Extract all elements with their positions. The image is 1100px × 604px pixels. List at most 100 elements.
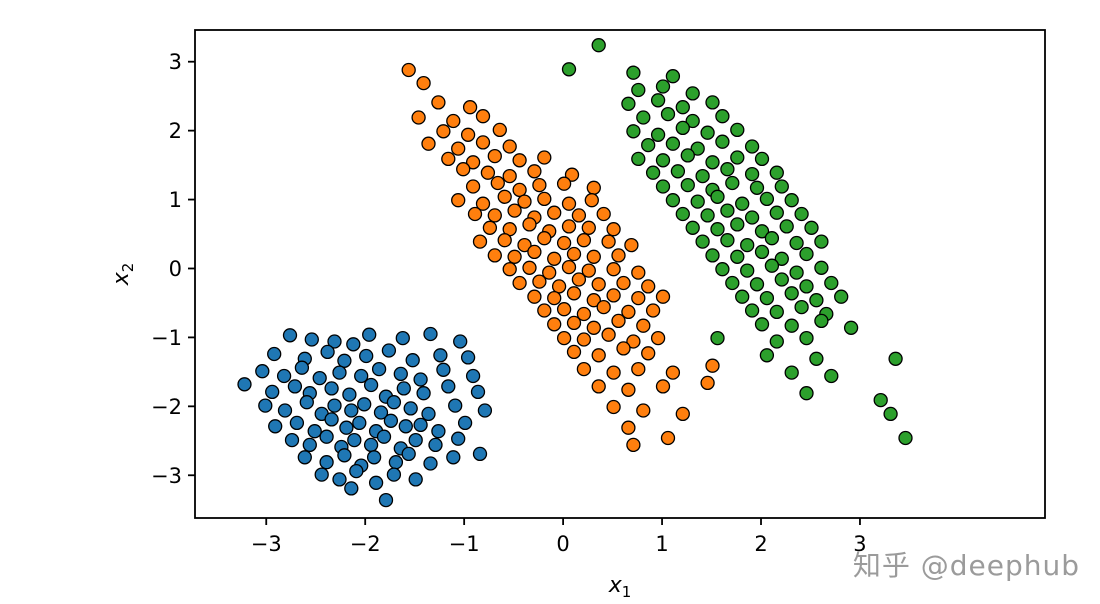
scatter-point-cluster-green [710, 330, 725, 346]
scatter-point-cluster-green [685, 113, 700, 129]
scatter-point-cluster-green [794, 299, 809, 315]
scatter-point-cluster-orange [606, 365, 621, 380]
scatter-point-cluster-green [695, 234, 710, 249]
scatter-point-cluster-green [834, 289, 849, 304]
scatter-point-cluster-green [675, 100, 690, 115]
scatter-point-cluster-orange [421, 136, 436, 151]
y-tick-label: 1 [169, 188, 182, 212]
scatter-point-cluster-blue [282, 328, 298, 343]
watermark: 知乎 @deephub [852, 549, 1080, 582]
scatter-point-cluster-orange [512, 182, 527, 198]
scatter-point-cluster-green [774, 251, 789, 266]
scatter-point-cluster-orange [507, 249, 522, 264]
scatter-point-cluster-green [769, 165, 784, 180]
scatter-point-cluster-blue [347, 432, 362, 448]
scatter-point-cluster-blue [357, 397, 372, 412]
scatter-point-cluster-orange [611, 248, 626, 263]
scatter-point-cluster-blue [352, 415, 367, 431]
scatter-point-cluster-green [690, 194, 705, 209]
scatter-point-cluster-green [665, 136, 681, 151]
scatter-point-cluster-blue [373, 405, 389, 420]
scatter-point-cluster-green [794, 206, 809, 222]
scatter-point-cluster-orange [571, 272, 587, 287]
scatter-point-cluster-green [744, 303, 760, 318]
scatter-point-cluster-orange [527, 164, 542, 179]
scatter-point-cluster-blue [363, 377, 379, 393]
scatter-point-cluster-green [735, 196, 750, 211]
scatter-point-cluster-orange [576, 361, 592, 377]
plot-border [194, 29, 1046, 519]
x-tick-label: 2 [754, 532, 767, 556]
scatter-point-cluster-green [759, 191, 775, 207]
scatter-point-cluster-orange [475, 196, 491, 211]
scatter-point-cluster-orange [576, 332, 592, 347]
scatter-point-cluster-green [695, 168, 710, 184]
scatter-point-cluster-orange [636, 403, 651, 418]
scatter-point-cluster-green [670, 164, 686, 179]
scatter-point-cluster-green [883, 406, 898, 422]
scatter-point-cluster-orange [547, 317, 562, 332]
scatter-point-cluster-orange [537, 231, 552, 246]
scatter-point-cluster-orange [537, 191, 552, 207]
scatter-point-cluster-orange [475, 109, 491, 124]
scatter-point-cluster-green [710, 222, 725, 237]
scatter-point-cluster-green [814, 260, 829, 275]
scatter-point-cluster-blue [346, 337, 361, 352]
scatter-point-cluster-orange [596, 206, 611, 222]
scatter-point-cluster-green [715, 262, 730, 277]
scatter-point-cluster-green [725, 175, 740, 191]
scatter-point-cluster-blue [324, 381, 339, 396]
scatter-point-cluster-green [655, 79, 671, 94]
y-tick-label: −3 [151, 464, 182, 488]
scatter-point-cluster-orange [616, 275, 631, 291]
scatter-point-cluster-green [730, 249, 745, 264]
scatter-point-cluster-green [754, 224, 770, 239]
scatter-point-cluster-orange [566, 344, 582, 360]
scatter-point-cluster-blue [299, 395, 314, 410]
scatter-point-cluster-green [764, 231, 780, 246]
scatter-point-cluster-orange [655, 289, 671, 304]
scatter-point-cluster-orange [411, 110, 426, 125]
scatter-point-cluster-green [705, 95, 720, 110]
scatter-point-cluster-green [784, 193, 799, 208]
scatter-point-cluster-orange [472, 234, 488, 249]
scatter-point-cluster-blue [302, 437, 317, 453]
scatter-point-cluster-blue [436, 362, 451, 377]
scatter-point-cluster-green [814, 234, 829, 249]
scatter-point-cluster-blue [376, 429, 392, 444]
scatter-point-cluster-green [774, 179, 789, 194]
scatter-point-cluster-orange [507, 203, 522, 218]
scatter-point-cluster-green [744, 210, 760, 225]
scatter-point-cluster-blue [237, 377, 252, 392]
y-tick-label: 3 [169, 50, 182, 74]
scatter-point-cluster-orange [456, 162, 471, 177]
scatter-point-cluster-green [809, 293, 824, 308]
scatter-point-cluster-orange [626, 334, 641, 349]
scatter-point-cluster-orange [586, 180, 601, 195]
scatter-point-cluster-orange [547, 205, 562, 220]
scatter-point-cluster-orange [626, 437, 641, 453]
scatter-point-cluster-orange [581, 220, 596, 235]
scatter-point-cluster-blue [416, 386, 431, 401]
scatter-point-cluster-green [715, 134, 730, 149]
scatter-point-cluster-green [675, 120, 690, 136]
scatter-point-cluster-blue [284, 432, 300, 448]
scatter-point-cluster-blue [413, 417, 428, 433]
scatter-point-cluster-orange [571, 208, 587, 223]
scatter-point-cluster-orange [542, 265, 557, 280]
scatter-point-cluster-blue [428, 437, 443, 453]
scatter-point-cluster-blue [255, 364, 270, 379]
scatter-point-cluster-blue [433, 348, 448, 363]
scatter-point-cluster-orange [467, 206, 483, 222]
scatter-point-cluster-orange [451, 193, 466, 208]
x-tick-label: 3 [853, 532, 866, 556]
scatter-point-cluster-blue [319, 429, 334, 444]
scatter-point-cluster-green [700, 125, 715, 140]
scatter-point-cluster-blue [339, 420, 354, 435]
scatter-point-cluster-blue [472, 446, 488, 462]
scatter-point-cluster-blue [431, 424, 446, 439]
scatter-point-cluster-blue [388, 455, 404, 470]
scatter-point-cluster-green [888, 351, 903, 366]
